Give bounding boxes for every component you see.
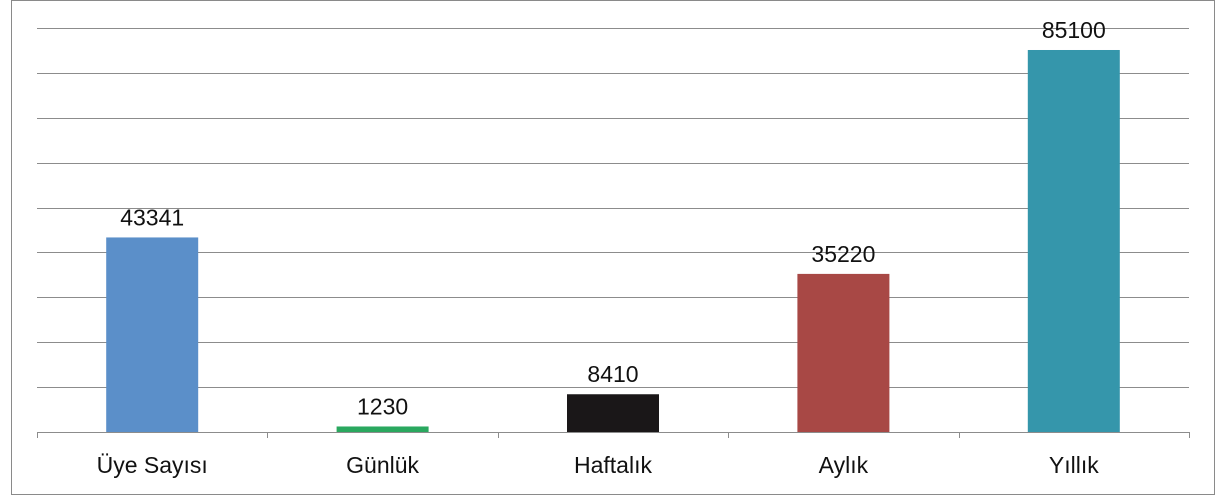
bar <box>336 426 429 432</box>
bar <box>1027 49 1120 433</box>
gridlines <box>37 28 1189 388</box>
data-labels: 43341 1230 8410 35220 85100 <box>120 17 1106 419</box>
bars <box>106 49 1120 433</box>
x-tick-label: Haftalık <box>574 452 652 478</box>
x-tick-label: Aylık <box>819 452 869 478</box>
data-label: 85100 <box>1042 17 1106 43</box>
data-label: 35220 <box>811 241 875 267</box>
data-label: 8410 <box>587 361 638 387</box>
data-label: 1230 <box>357 393 408 419</box>
x-tick-label: Günlük <box>346 452 419 478</box>
bar <box>797 273 890 432</box>
x-tick-label: Üye Sayısı <box>97 452 208 478</box>
x-axis-ticks <box>37 432 1190 438</box>
bar <box>106 237 199 432</box>
data-label: 43341 <box>120 204 184 230</box>
x-tick-label: Yıllık <box>1049 452 1099 478</box>
bar <box>567 394 659 432</box>
x-axis-tick-labels: Üye Sayısı Günlük Haftalık Aylık Yıllık <box>97 452 1100 478</box>
